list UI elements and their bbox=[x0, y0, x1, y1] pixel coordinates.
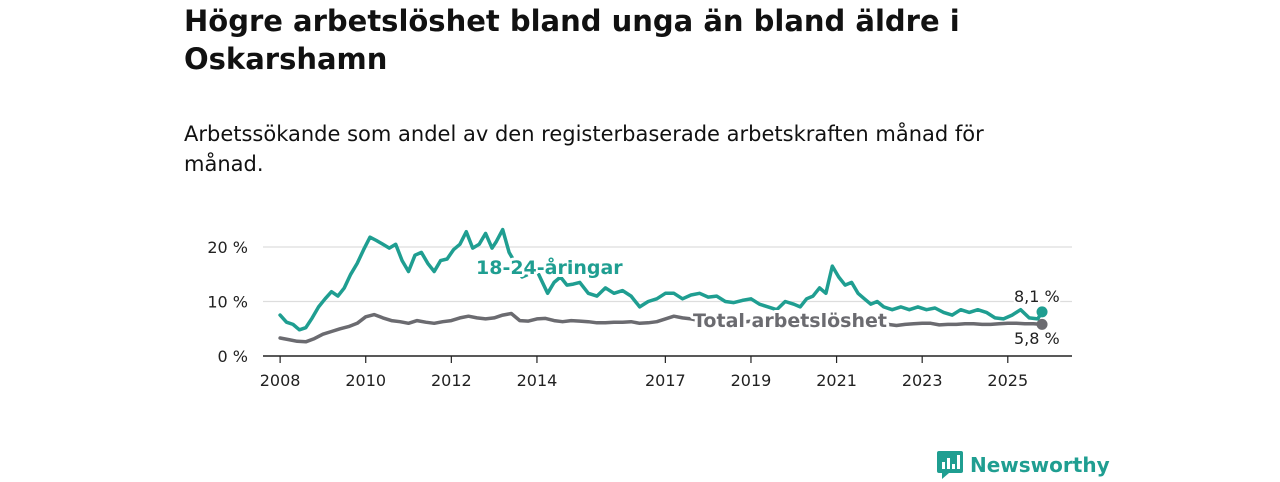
x-tick-label: 2017 bbox=[645, 371, 686, 390]
series-line-total bbox=[278, 311, 1044, 344]
end-value-label-18-24: 8,1 % bbox=[1014, 287, 1060, 306]
series-label-total: Total arbetslöshet bbox=[693, 310, 887, 332]
chart-subtitle: Arbetssökande som andel av den registerb… bbox=[184, 122, 984, 176]
brand-name: Newsworthy bbox=[970, 453, 1110, 477]
x-tick-label: 2023 bbox=[902, 371, 943, 390]
x-tick-label: 2014 bbox=[517, 371, 558, 390]
end-point-total bbox=[1036, 318, 1048, 330]
x-tick-label: 2008 bbox=[260, 371, 301, 390]
x-tick-label: 2021 bbox=[816, 371, 857, 390]
y-tick-label: 10 % bbox=[207, 293, 248, 312]
x-tick-label: 2025 bbox=[987, 371, 1028, 390]
newsworthy-logo-icon bbox=[937, 451, 963, 479]
y-tick-label: 20 % bbox=[207, 238, 248, 257]
x-tick-label: 2019 bbox=[731, 371, 772, 390]
series-label-18-24: 18-24-åringar bbox=[476, 255, 623, 279]
brand-logo[interactable]: Newsworthy bbox=[936, 448, 1110, 482]
end-point-18-24 bbox=[1036, 306, 1048, 318]
end-value-label-total: 5,8 % bbox=[1014, 329, 1060, 348]
x-tick-label: 2012 bbox=[431, 371, 472, 390]
series-line-18-24 bbox=[278, 227, 1044, 332]
x-tick-label: 2010 bbox=[345, 371, 386, 390]
y-tick-label: 0 % bbox=[218, 347, 248, 366]
chart-title: Högre arbetslöshet bland unga än bland ä… bbox=[184, 4, 960, 76]
